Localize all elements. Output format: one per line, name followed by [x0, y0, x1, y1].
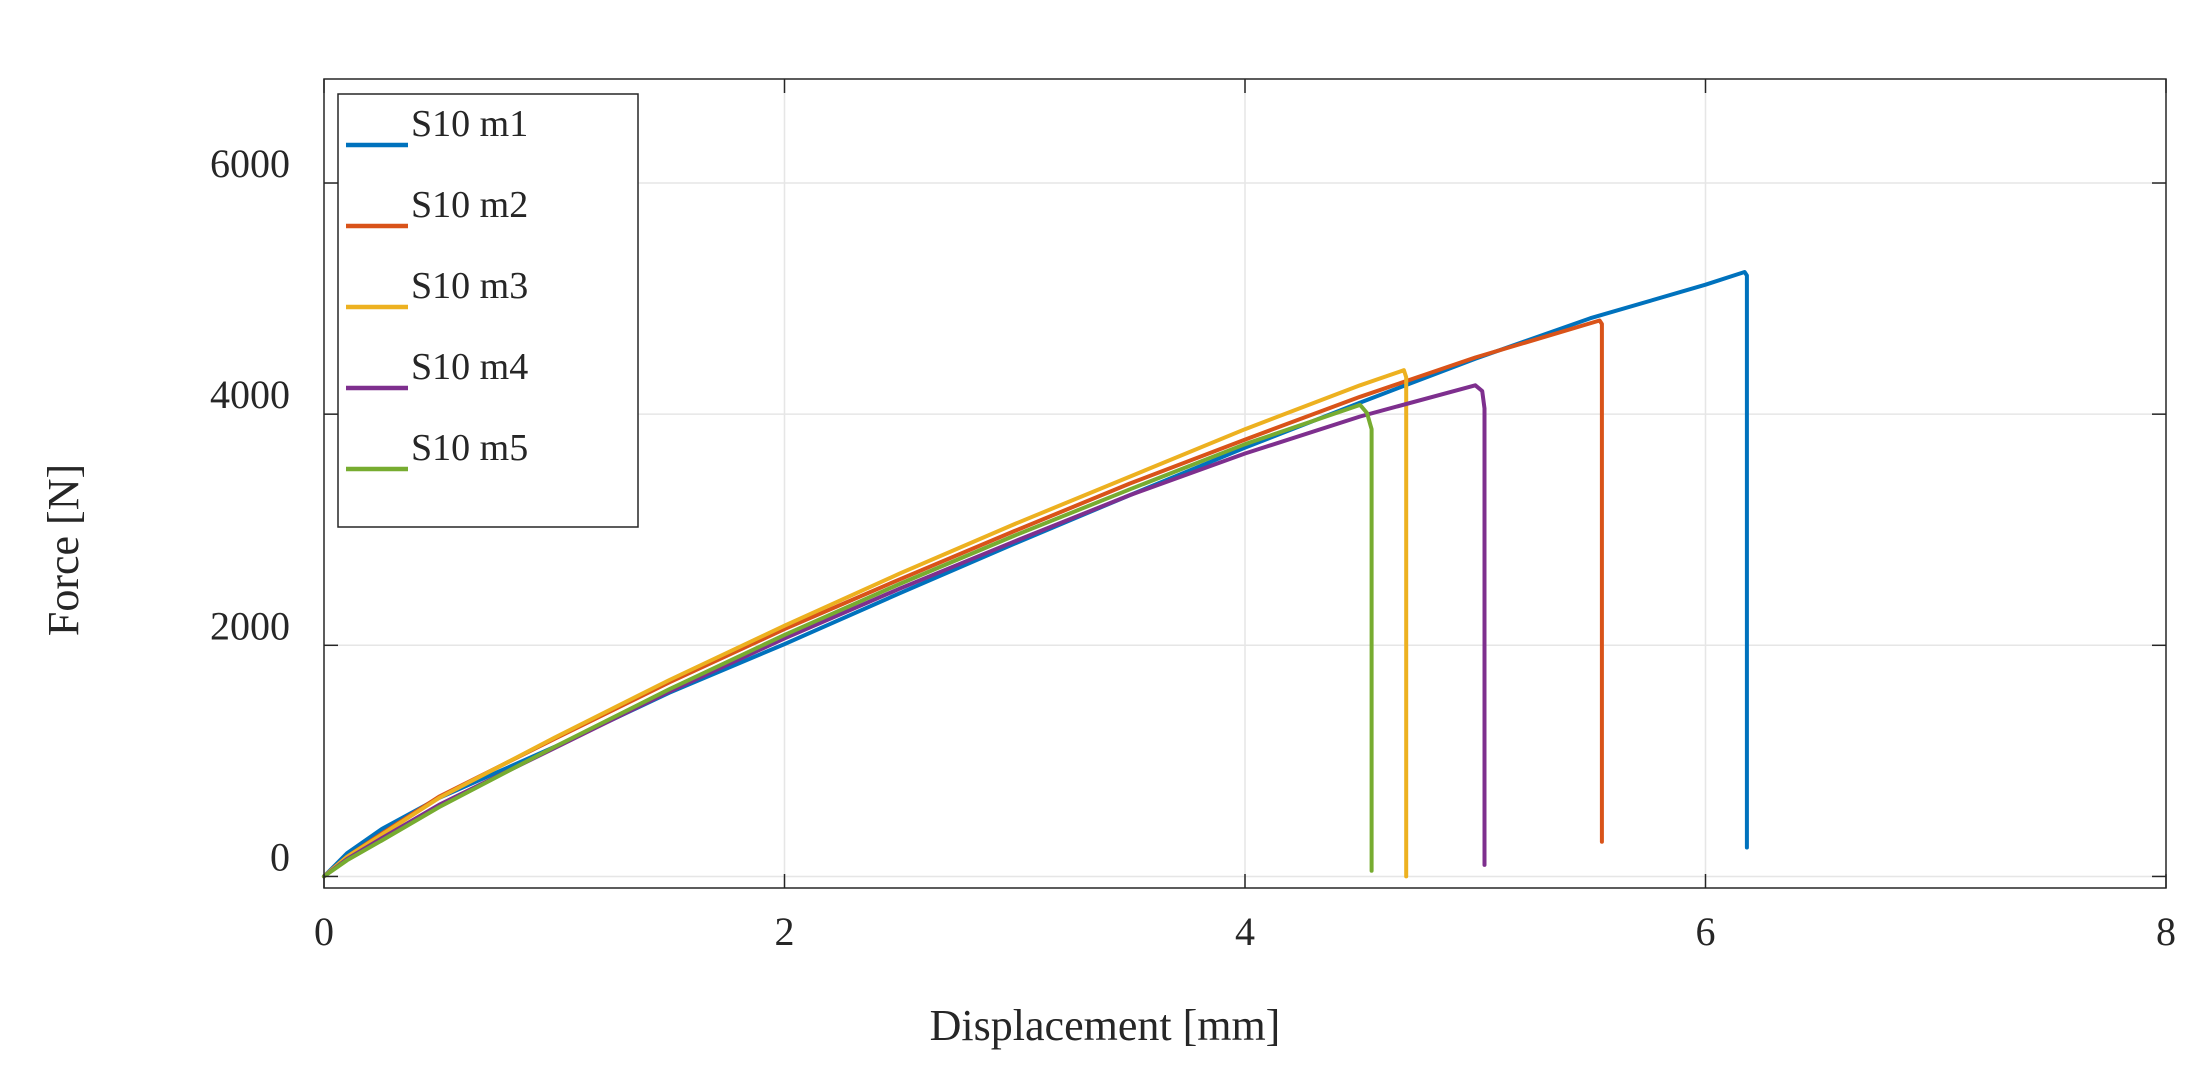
legend-box: [337, 93, 639, 528]
series-line-3: [322, 368, 1409, 879]
x-tick-label: 8: [2156, 909, 2176, 954]
x-tick-label: 2: [775, 909, 795, 954]
y-tick-label: 0: [270, 834, 290, 879]
y-tick-label: 6000: [210, 141, 290, 186]
x-tick-label: 0: [314, 909, 334, 954]
ticks-layer: 0 2 4 6 8 0 2000 4000 6000: [210, 79, 2176, 954]
legend-label: S10 m2: [411, 184, 528, 226]
series-line-5: [322, 402, 1374, 879]
legend-label: S10 m4: [411, 346, 528, 388]
legend-label: S10 m5: [411, 427, 528, 469]
legend-label: S10 m3: [411, 265, 528, 307]
y-tick-label: 4000: [210, 372, 290, 417]
y-axis-label: Force [N]: [39, 464, 88, 636]
y-tick-label: 2000: [210, 603, 290, 648]
x-tick-label: 6: [1696, 909, 1716, 954]
legend-label: S10 m1: [411, 103, 528, 145]
series-layer: [322, 270, 1749, 879]
x-tick-label: 4: [1235, 909, 1255, 954]
legend: S10 m1 S10 m2 S10 m3 S10 m4 S10 m5: [337, 93, 639, 528]
x-axis-label: Displacement [mm]: [930, 1001, 1281, 1050]
